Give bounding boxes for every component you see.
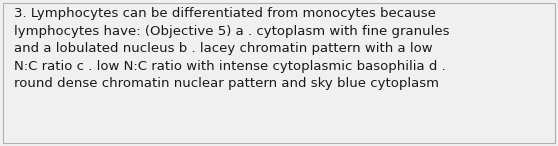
FancyBboxPatch shape — [3, 3, 555, 143]
Text: 3. Lymphocytes can be differentiated from monocytes because
lymphocytes have: (O: 3. Lymphocytes can be differentiated fro… — [14, 7, 449, 90]
